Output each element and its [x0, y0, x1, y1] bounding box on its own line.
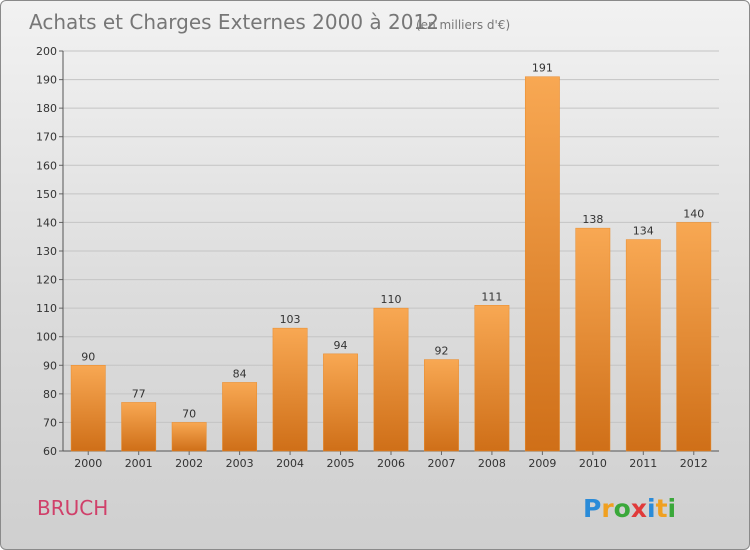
x-tick-label-2011: 2011	[629, 457, 657, 470]
y-tick-label: 130	[36, 245, 57, 258]
y-tick-label: 140	[36, 216, 57, 229]
commune-name: BRUCH	[37, 496, 108, 520]
bars	[70, 76, 712, 452]
y-tick-label: 170	[36, 131, 57, 144]
bar-2007	[424, 359, 459, 452]
value-label-2007: 92	[434, 345, 448, 358]
proxiti-logo: Proxiti	[583, 494, 676, 523]
x-tick-label-2012: 2012	[680, 457, 708, 470]
chart-subtitle: (en milliers d'€)	[416, 18, 510, 32]
value-label-2005: 94	[334, 339, 348, 352]
value-label-2001: 77	[132, 387, 146, 400]
value-label-2012: 140	[683, 207, 704, 220]
x-tick-labels: 2000 2001 2002 2003 2004 2005 2006 2007 2008 2009…	[74, 457, 708, 470]
y-tick-label: 160	[36, 159, 57, 172]
value-labels: 90 77 70 84 103 94 110 92 111 191 138 134 140	[81, 62, 704, 421]
x-tick-label-2000: 2000	[74, 457, 102, 470]
y-tick-label: 70	[43, 416, 57, 429]
y-tick-label: 90	[43, 359, 57, 372]
bar-2010	[575, 227, 611, 452]
logo-letter: r	[601, 494, 614, 523]
x-tick-label-2005: 2005	[327, 457, 355, 470]
y-tick-label: 110	[36, 302, 57, 315]
x-tick-label-2001: 2001	[125, 457, 153, 470]
logo-letter: t	[656, 494, 668, 523]
y-tick-label: 80	[43, 388, 57, 401]
x-tick-label-2004: 2004	[276, 457, 304, 470]
bar-2005	[323, 353, 358, 452]
y-tick-label: 180	[36, 102, 57, 115]
x-tick-label-2007: 2007	[427, 457, 455, 470]
logo-letter: i	[668, 494, 677, 523]
x-tick-label-2008: 2008	[478, 457, 506, 470]
y-tick-label: 120	[36, 274, 57, 287]
bar-2002	[171, 422, 207, 452]
bar-2004	[272, 327, 308, 452]
logo-letter: i	[647, 494, 656, 523]
x-tick-label-2002: 2002	[175, 457, 203, 470]
value-label-2008: 111	[481, 290, 502, 303]
bar-2011	[625, 239, 661, 452]
bar-2001	[121, 402, 157, 452]
value-label-2009: 191	[532, 62, 553, 75]
value-label-2002: 70	[182, 407, 196, 420]
value-label-2010: 138	[582, 213, 603, 226]
value-label-2011: 134	[633, 225, 654, 238]
bar-2012	[676, 222, 712, 452]
value-label-2004: 103	[280, 313, 301, 326]
bar-2008	[474, 305, 510, 452]
bar-2009	[524, 76, 560, 452]
chart-title: Achats et Charges Externes 2000 à 2012	[29, 10, 439, 34]
x-tick-label-2009: 2009	[528, 457, 556, 470]
logo-letter: x	[631, 494, 647, 523]
value-label-2000: 90	[81, 350, 95, 363]
x-tick-label-2010: 2010	[579, 457, 607, 470]
logo-letter: P	[583, 494, 601, 523]
y-tick-label: 150	[36, 188, 57, 201]
y-tick-label: 60	[43, 445, 57, 458]
value-label-2003: 84	[233, 367, 247, 380]
y-tick-label: 100	[36, 331, 57, 344]
bar-2006	[373, 307, 409, 452]
x-tick-label-2006: 2006	[377, 457, 405, 470]
y-tick-labels: 60 70 80 90 100 110 120 130 140 150 160 170 180 190 20…	[36, 45, 57, 458]
logo-letter: o	[614, 494, 631, 523]
bar-2000	[70, 365, 106, 452]
bar-2003	[222, 382, 258, 452]
x-tick-label-2003: 2003	[226, 457, 254, 470]
value-label-2006: 110	[381, 293, 402, 306]
y-tick-label: 200	[36, 45, 57, 58]
y-tick-label: 190	[36, 74, 57, 87]
